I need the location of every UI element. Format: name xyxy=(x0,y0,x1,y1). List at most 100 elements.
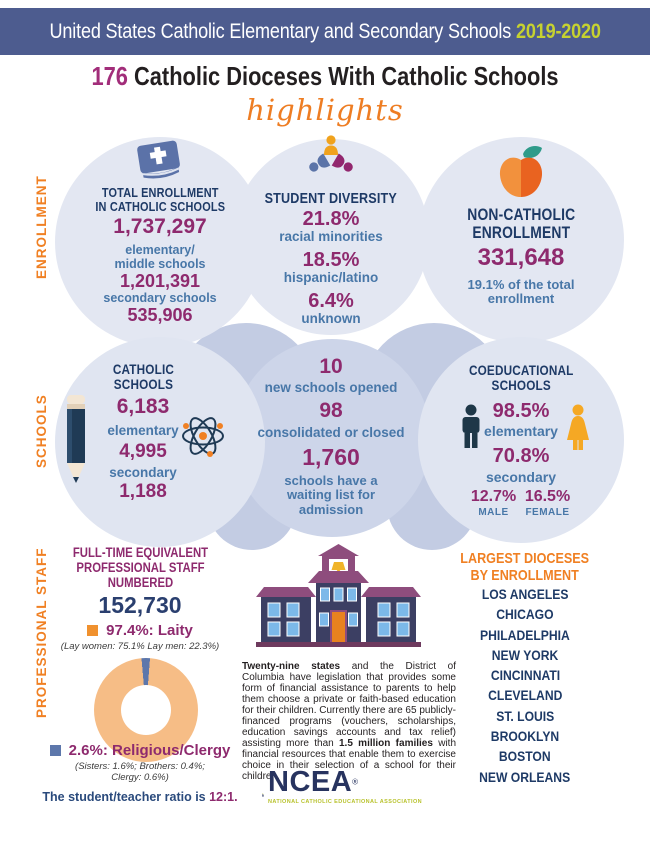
total-enrollment-circle xyxy=(55,137,265,347)
paragraph-text: and the District of Columbia have legisl… xyxy=(242,661,457,749)
consolidated-value: 98 xyxy=(319,399,343,422)
diocese-item: CHICAGO xyxy=(425,607,625,627)
clergy-detail: (Sisters: 1.6%; Brothers: 0.4%; Clergy: 0… xyxy=(30,761,250,784)
waiting-list-value: 1,760 xyxy=(302,444,360,470)
heading-line: IN CATHOLIC SCHOOLS xyxy=(95,199,225,215)
banner-year: 2019-2020 xyxy=(515,19,601,43)
waiting-list-label: schools have a waiting list for admission xyxy=(231,473,431,517)
laity-label: 97.4%: Laity xyxy=(106,622,193,639)
heading-line: SCHOOLS xyxy=(113,376,173,393)
coed-schools-circle xyxy=(418,337,624,543)
diocese-item: LOS ANGELES xyxy=(425,587,625,607)
section-label-enrollment: ENROLLMENT xyxy=(34,175,49,279)
label-line: schools have a xyxy=(284,473,378,488)
label-line: waiting list for xyxy=(286,487,376,503)
label-line: enrollment xyxy=(487,291,555,307)
staff-total-value: 152,730 xyxy=(98,592,182,618)
elementary-label: elementary xyxy=(107,423,179,438)
diocese-name: BROOKLYN xyxy=(490,729,560,745)
female-share-value: 16.5% xyxy=(524,488,571,505)
heading-line: ENROLLMENT xyxy=(472,224,570,243)
diocese-item: CLEVELAND xyxy=(425,688,625,708)
coed-secondary-label: secondary xyxy=(485,469,557,485)
diocese-item: NEW YORK xyxy=(425,648,625,668)
non-catholic-share-label: 19.1% of the total enrollment xyxy=(421,277,621,307)
heading-line: CATHOLIC xyxy=(112,361,174,377)
secondary-schools-label: secondary schools xyxy=(103,291,217,305)
diocese-name: ST. LOUIS xyxy=(495,708,555,724)
clergy-legend: 2.6%: Religious/Clergy xyxy=(30,742,250,759)
diocese-name: CHICAGO xyxy=(496,607,554,623)
staff-heading: FULL-TIME EQUIVALENT PROFESSIONAL STAFF NU… xyxy=(40,545,240,591)
diocese-item: NEW ORLEANS xyxy=(425,770,625,790)
elementary-middle-label: elementary/middle schools xyxy=(60,243,260,272)
student-diversity-circle xyxy=(233,139,429,335)
secondary-schools-value: 535,906 xyxy=(127,305,193,325)
detail-line: (Sisters: 1.6%; Brothers: 0.4%; xyxy=(75,761,205,772)
diocese-item: BOSTON xyxy=(425,749,625,769)
clergy-label: 2.6%: Religious/Clergy xyxy=(68,742,231,759)
ncea-tagline: National Catholic Educational Associatio… xyxy=(268,799,422,805)
heading-line: LARGEST DIOCESES xyxy=(460,550,590,567)
diocese-name: CINCINNATI xyxy=(490,668,560,684)
paragraph-bold: Twenty-nine states xyxy=(242,661,341,672)
detail-line: Clergy: 0.6%) xyxy=(111,772,169,784)
diversity-stat-label: racial minorities xyxy=(279,229,383,244)
male-icon xyxy=(458,404,484,459)
heading-line: NON-CATHOLIC xyxy=(466,206,575,224)
total-enrollment-heading: TOTAL ENROLLMENT IN CATHOLIC SCHOOLS xyxy=(60,185,260,215)
male-share-value: 12.7% xyxy=(470,488,517,505)
diocese-name: CLEVELAND xyxy=(487,688,563,704)
diversity-icon xyxy=(307,135,355,184)
clergy-swatch xyxy=(49,745,61,756)
diocese-name: PHILADELPHIA xyxy=(480,627,570,643)
secondary-value: 1,188 xyxy=(119,481,167,502)
pencil-icon xyxy=(62,393,90,492)
banner-text: United States Catholic Elementary and Se… xyxy=(49,19,600,44)
heading-line: BY ENROLLMENT xyxy=(470,567,580,585)
laity-legend: 97.4%: Laity xyxy=(40,622,240,639)
label-line: admission xyxy=(298,501,364,517)
section-label-professional-staff: PROFESSIONAL STAFF xyxy=(34,547,49,719)
elementary-value: 4,995 xyxy=(119,441,167,462)
bible-icon xyxy=(130,139,188,186)
secondary-label: secondary xyxy=(109,465,177,480)
consolidated-label: consolidated or closed xyxy=(257,425,405,440)
diversity-stat-value: 21.8% xyxy=(302,208,360,230)
elementary-middle-value: 1,201,391 xyxy=(119,271,201,291)
dioceses-heading: LARGEST DIOCESES BY ENROLLMENT xyxy=(425,550,625,585)
coed-elementary-value: 98.5% xyxy=(492,400,550,422)
diversity-stat-value: 6.4% xyxy=(308,290,354,312)
heading-line: COEDUCATIONAL xyxy=(468,362,574,378)
label-line: middle schools xyxy=(114,256,206,271)
laity-swatch xyxy=(87,625,99,636)
ncea-logo-text: NCEA® National Catholic Educational Asso… xyxy=(268,768,422,806)
heading-line: STUDENT DIVERSITY xyxy=(264,190,398,207)
diocese-name: BOSTON xyxy=(499,749,551,765)
diversity-stat-value: 18.5% xyxy=(302,249,360,271)
female-icon xyxy=(563,404,593,459)
label-line: 19.1% of the total xyxy=(467,277,575,292)
title-text: Catholic Dioceses With Catholic Schools xyxy=(133,61,559,91)
page-title: 176 Catholic Dioceses With Catholic Scho… xyxy=(0,61,650,92)
heading-line: NUMBERED xyxy=(107,574,173,590)
label-line: elementary/ xyxy=(125,243,195,257)
diversity-stat-label: unknown xyxy=(301,311,361,326)
school-building-illustration xyxy=(256,541,421,652)
ncea-logo-mark xyxy=(262,793,264,797)
highlights-heading: highlights xyxy=(246,93,404,127)
diocese-name: LOS ANGELES xyxy=(481,587,569,602)
coed-secondary-value: 70.8% xyxy=(492,445,550,467)
laity-detail: (Lay women: 75.1% Lay men: 22.3%) xyxy=(60,641,220,652)
coed-elementary-label: elementary xyxy=(484,423,558,439)
header-banner: United States Catholic Elementary and Se… xyxy=(0,8,650,55)
coed-schools-heading: COEDUCATIONAL SCHOOLS xyxy=(421,362,621,394)
new-schools-value: 10 xyxy=(319,355,343,378)
paragraph-bold: 1.5 million families xyxy=(339,738,433,749)
non-catholic-heading: NON-CATHOLIC ENROLLMENT xyxy=(421,206,621,243)
atom-icon xyxy=(180,413,226,464)
total-enrollment-value: 1,737,297 xyxy=(113,215,207,238)
registered-mark: ® xyxy=(352,777,359,787)
heading-line: PROFESSIONAL STAFF xyxy=(75,559,205,575)
heading-line: SCHOOLS xyxy=(491,377,551,394)
